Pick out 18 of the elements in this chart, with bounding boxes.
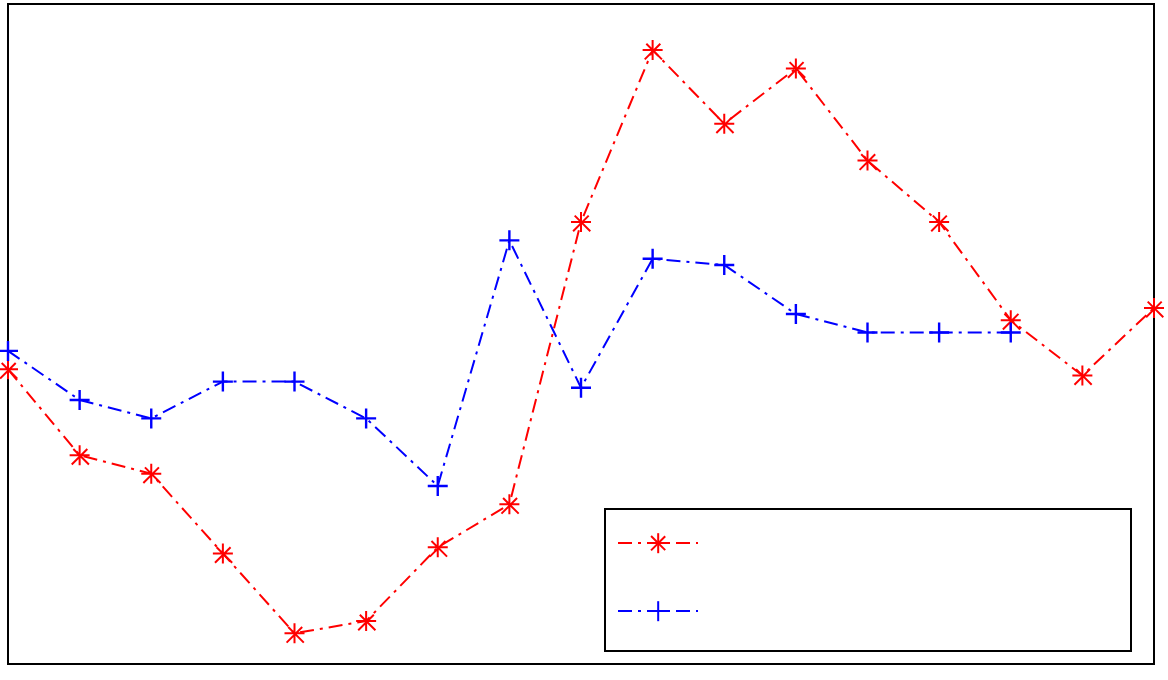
point <box>69 445 90 466</box>
point <box>284 623 305 644</box>
point <box>499 494 520 515</box>
point <box>929 322 950 343</box>
point <box>212 371 233 392</box>
point <box>356 408 377 429</box>
point <box>284 371 305 392</box>
point <box>69 390 90 410</box>
point <box>1000 322 1021 343</box>
point <box>857 322 878 343</box>
point <box>571 211 591 232</box>
point <box>212 543 233 564</box>
point <box>642 248 663 269</box>
point <box>499 230 520 251</box>
point <box>1072 365 1093 386</box>
point <box>141 408 162 429</box>
point <box>1144 297 1164 318</box>
point <box>0 359 18 380</box>
